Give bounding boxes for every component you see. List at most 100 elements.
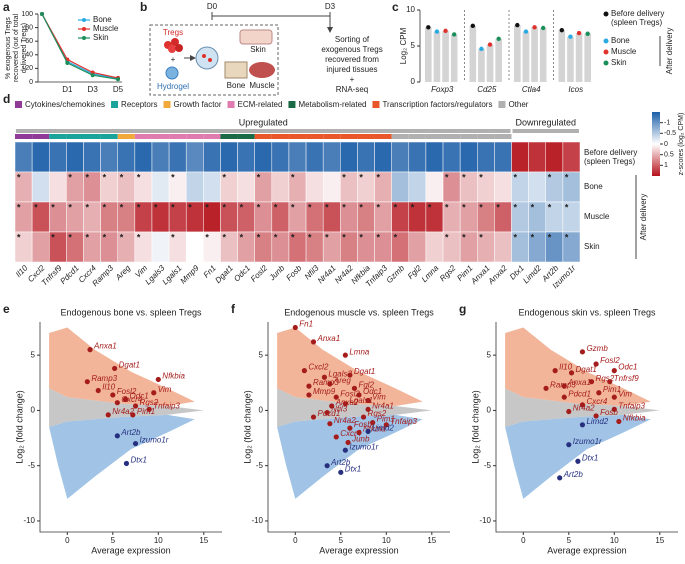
gene-point bbox=[579, 422, 586, 428]
gene-label: Ramp3 bbox=[91, 374, 117, 383]
category-strip bbox=[15, 134, 33, 139]
y-tick-label: 5 bbox=[31, 350, 36, 359]
gene-point bbox=[114, 433, 120, 439]
x-tick-label: 10 bbox=[154, 536, 163, 545]
y-tick-label: 10 bbox=[406, 5, 415, 14]
significance-star: * bbox=[291, 202, 295, 212]
x-tick-label: 0 bbox=[293, 536, 298, 545]
plot-title: Endogenous bone vs. spleen Tregs bbox=[60, 307, 202, 317]
significance-star: * bbox=[308, 232, 312, 242]
gene-point bbox=[365, 406, 371, 412]
bar bbox=[450, 34, 458, 82]
significance-star: * bbox=[68, 232, 72, 242]
heat-cell bbox=[185, 231, 204, 263]
significance-star: * bbox=[137, 172, 141, 182]
gene-point bbox=[324, 463, 330, 469]
y-tick-label: -10 bbox=[479, 516, 491, 525]
significance-star: * bbox=[240, 202, 244, 212]
bar bbox=[567, 36, 574, 82]
bar bbox=[433, 31, 441, 83]
x-tick-label: 0 bbox=[521, 536, 526, 545]
gene-point bbox=[347, 372, 353, 378]
category-swatch bbox=[498, 101, 506, 108]
gene-point bbox=[365, 397, 371, 404]
hydrogel-icon bbox=[165, 66, 179, 80]
dot bbox=[487, 42, 493, 47]
y-tick-label: -10 bbox=[251, 516, 263, 525]
significance-star: * bbox=[531, 202, 535, 212]
gene-point bbox=[132, 403, 139, 409]
gene-point bbox=[122, 396, 129, 402]
y-tick-label: 0 bbox=[31, 406, 36, 415]
plot-title: Endogenous muscle vs. spleen Tregs bbox=[284, 307, 434, 317]
category-swatch bbox=[163, 101, 171, 108]
significance-star: * bbox=[17, 202, 21, 212]
gene-point bbox=[360, 414, 367, 420]
category-strip bbox=[271, 134, 289, 139]
day-label: D3 bbox=[325, 2, 336, 11]
category-label: Receptors bbox=[121, 100, 157, 109]
point bbox=[116, 77, 120, 82]
significance-star: * bbox=[103, 172, 107, 182]
point bbox=[65, 60, 70, 65]
category-swatch bbox=[288, 101, 296, 108]
gene-label: Fn1 bbox=[299, 320, 313, 329]
gene-point bbox=[611, 368, 617, 374]
tissue-label: Bone bbox=[227, 81, 246, 90]
heat-cell bbox=[322, 141, 341, 173]
heat-cell bbox=[459, 141, 478, 173]
x-tick-label: 10 bbox=[610, 536, 619, 545]
y-tick-label: 5 bbox=[411, 41, 416, 50]
heat-cell bbox=[562, 141, 581, 173]
significance-star: * bbox=[120, 232, 124, 242]
heat-cell bbox=[31, 231, 50, 263]
significance-star: * bbox=[154, 202, 158, 212]
significance-star: * bbox=[496, 202, 500, 212]
gene-label: Tnfaip3 bbox=[390, 417, 417, 426]
gene-label: Nfil3 bbox=[331, 405, 348, 414]
heat-cell bbox=[425, 171, 444, 203]
row-label-box: Before delivery (spleen Tregs) bbox=[584, 148, 637, 166]
significance-star: * bbox=[462, 232, 466, 242]
heat-cell bbox=[48, 141, 67, 173]
group-bar bbox=[16, 129, 511, 133]
gene-point bbox=[342, 352, 348, 358]
row-label: Muscle bbox=[584, 212, 610, 221]
dot bbox=[470, 23, 476, 29]
significance-star: * bbox=[462, 202, 466, 212]
colorbar-tick-label: -0.5 bbox=[664, 130, 676, 137]
gene-label: Art2b bbox=[120, 428, 141, 437]
bar bbox=[531, 27, 538, 83]
group-label: Upregulated bbox=[239, 117, 288, 127]
gene-label: Izumo1r bbox=[140, 436, 169, 445]
significance-star: * bbox=[342, 172, 346, 182]
x-tick-label: D1 bbox=[62, 85, 73, 94]
heat-cell bbox=[168, 141, 187, 173]
background-cloud bbox=[49, 388, 204, 427]
gene-label: Gzmb bbox=[586, 344, 608, 353]
significance-star: * bbox=[359, 202, 363, 212]
row-label-box: Skin bbox=[584, 242, 600, 251]
gene-label: Lmna bbox=[420, 263, 441, 284]
category-strip bbox=[340, 134, 358, 139]
y-tick-label: 60 bbox=[25, 38, 33, 45]
significance-star: * bbox=[85, 172, 89, 182]
gene-label: Odc1 bbox=[618, 363, 637, 372]
bar bbox=[425, 27, 432, 83]
gene-label: Pdcd1 bbox=[568, 389, 591, 398]
gel-with-cells bbox=[195, 46, 219, 70]
significance-star: * bbox=[342, 232, 346, 242]
row-label: Bone bbox=[584, 182, 603, 191]
heat-cell bbox=[134, 141, 153, 173]
point bbox=[90, 73, 95, 78]
heat-cell bbox=[151, 231, 170, 263]
cell bbox=[202, 54, 206, 58]
gene-label: Izumo1r bbox=[573, 437, 602, 446]
gene-label: Anxa1 bbox=[93, 342, 117, 351]
gene-point bbox=[356, 429, 362, 436]
category-strip bbox=[408, 134, 426, 139]
y-tick-label: 20 bbox=[25, 65, 33, 72]
significance-star: * bbox=[445, 172, 449, 182]
gene-label: Dgat1 bbox=[354, 367, 375, 376]
y-tick-label: -5 bbox=[484, 461, 492, 470]
